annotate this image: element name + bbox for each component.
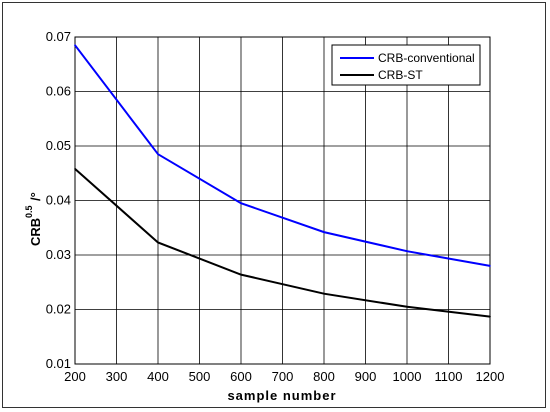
data-point	[157, 153, 159, 155]
y-tick-label: 0.02	[46, 302, 71, 317]
x-tick-label: 1100	[435, 369, 463, 384]
legend-label-crb-conventional: CRB-conventional	[378, 51, 475, 65]
y-axis-label-unit: /°	[28, 192, 43, 201]
x-axis-label: sample number	[227, 388, 336, 403]
y-axis-label-base: CRB	[28, 218, 43, 246]
data-point	[406, 250, 408, 252]
data-point	[240, 273, 242, 276]
legend: CRB-conventional CRB-ST	[331, 44, 481, 86]
data-point	[74, 168, 76, 170]
y-axis-label: CRB 0.5 /°	[24, 192, 43, 246]
x-tick-label: 400	[147, 369, 169, 384]
y-tick-label: 0.06	[46, 84, 71, 99]
data-point	[489, 265, 491, 267]
data-point	[240, 202, 242, 205]
legend-box	[331, 44, 481, 86]
x-tick-label: 500	[189, 369, 211, 384]
x-axis-ticks: 200 300 400 500 600 700 800 900 1000 1100 1200	[64, 369, 504, 384]
x-tick-label: 700	[272, 369, 294, 384]
y-axis-ticks: 0.01 0.02 0.03 0.04 0.05 0.06 0.07	[46, 29, 71, 371]
y-tick-label: 0.04	[46, 193, 71, 208]
x-tick-label: 300	[106, 369, 128, 384]
series-lines	[74, 44, 491, 318]
data-point	[323, 231, 325, 233]
y-tick-label: 0.01	[46, 356, 71, 371]
y-axis-label-exponent: 0.5	[24, 205, 34, 218]
x-tick-label: 800	[313, 369, 335, 384]
series-line-crb-st	[74, 168, 491, 318]
data-point	[157, 241, 159, 244]
data-point	[74, 44, 76, 46]
data-point	[323, 292, 325, 295]
data-point	[406, 305, 408, 308]
x-tick-label: 900	[355, 369, 377, 384]
x-tick-label: 1000	[393, 369, 422, 384]
legend-label-crb-st: CRB-ST	[378, 68, 423, 82]
y-tick-label: 0.03	[46, 247, 71, 262]
y-tick-label: 0.05	[46, 138, 71, 153]
x-tick-label: 200	[64, 369, 86, 384]
x-tick-label: 1200	[476, 369, 505, 384]
y-tick-label: 0.07	[46, 29, 71, 44]
data-point	[489, 315, 491, 318]
grid-lines	[74, 36, 491, 365]
series-line-crb-conventional	[74, 44, 491, 267]
x-tick-label: 600	[230, 369, 252, 384]
plot-frame	[74, 36, 491, 365]
